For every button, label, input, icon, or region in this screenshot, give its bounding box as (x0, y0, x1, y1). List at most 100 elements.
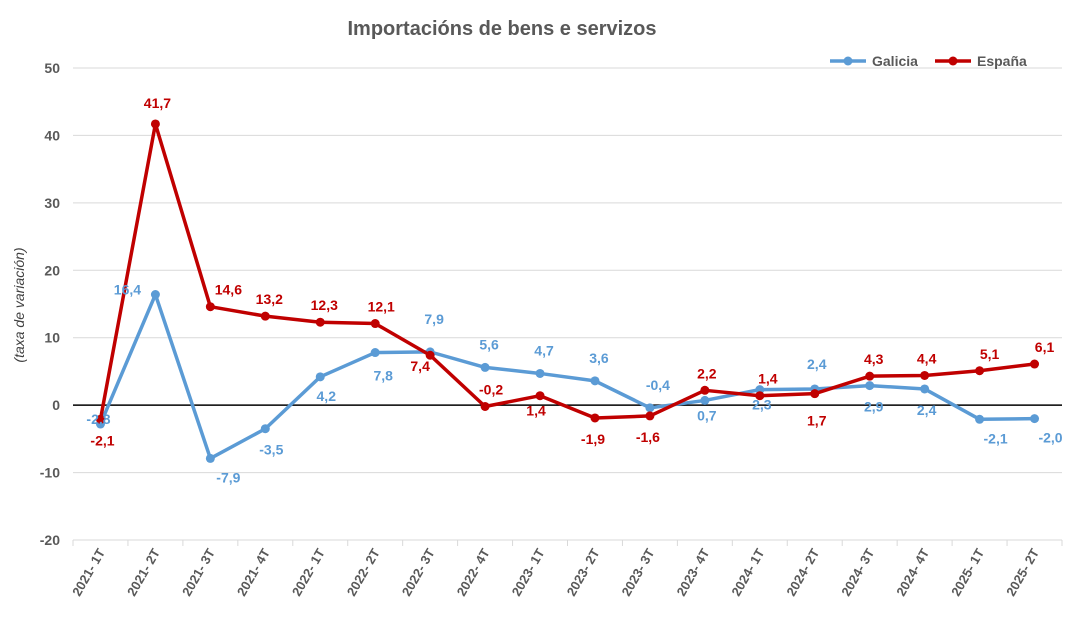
y-tick-label: 40 (44, 127, 60, 143)
data-label-galicia: -2,8 (86, 411, 110, 427)
data-point-espana (590, 413, 600, 423)
data-label-espana: 1,4 (526, 403, 546, 419)
data-point-espana (1030, 359, 1040, 369)
y-axis-label: (taxa de variación) (11, 247, 27, 362)
data-label-espana: -2,1 (90, 432, 114, 448)
chart-title: Importacións de bens e servizos (348, 18, 657, 40)
grid (73, 67, 1062, 541)
data-point-galicia (920, 384, 930, 394)
data-point-galicia (205, 453, 215, 463)
series-line-galicia (98, 292, 1035, 461)
legend-marker-galicia (843, 56, 853, 66)
x-tick-label: 2021- 4T (234, 546, 273, 599)
data-point-galicia (645, 403, 655, 413)
data-label-galicia: 7,8 (373, 368, 393, 384)
data-point-espana (755, 391, 765, 401)
data-label-galicia: 5,6 (479, 336, 499, 352)
x-tick-label: 2024- 3T (838, 546, 877, 599)
data-point-galicia (370, 348, 380, 358)
data-point-espana (645, 411, 655, 421)
y-tick-label: 50 (44, 60, 60, 76)
x-tick-label: 2022- 2T (344, 546, 383, 599)
data-point-galicia (315, 372, 325, 382)
data-label-espana: -1,6 (636, 429, 660, 445)
data-label-espana: 7,4 (410, 358, 430, 374)
data-label-galicia: 16,4 (114, 282, 141, 298)
x-tick-label: 2023- 1T (509, 546, 548, 599)
axes: -20 -10 0 10 20 30 40 50 2021- 1T 2021- 2T 2021- 3… (40, 60, 1063, 599)
data-labels: -2,8 16,4 -7,9 -3,5 4,2 7,8 7,9 5,6 4,7 3,6 -0,4 0,… (86, 95, 1062, 485)
data-point-espana (920, 370, 930, 380)
data-point-galicia (975, 414, 985, 424)
data-label-galicia: 0,7 (697, 407, 717, 423)
data-label-galicia: 4,2 (317, 388, 337, 404)
x-tick-label: 2023- 3T (619, 546, 658, 599)
data-label-galicia: -2,0 (1038, 430, 1062, 446)
x-tick-label: 2021- 1T (69, 546, 108, 599)
data-point-espana (810, 389, 820, 399)
data-point-espana (315, 317, 325, 327)
x-tick-label: 2025- 1T (948, 546, 987, 599)
data-point-espana (370, 319, 380, 329)
data-point-galicia (260, 424, 270, 434)
y-tick-label: 30 (44, 195, 60, 211)
data-label-galicia: 2,4 (807, 356, 827, 372)
data-point-galicia (700, 395, 710, 405)
x-tick-label: 2023- 4T (673, 546, 712, 599)
data-point-galicia (480, 362, 490, 372)
data-label-espana: 1,7 (807, 413, 827, 429)
data-label-galicia: 4,7 (534, 342, 554, 358)
y-tick-label: 20 (44, 262, 60, 278)
x-tick-label: 2024- 4T (893, 546, 932, 599)
data-label-galicia: -3,5 (259, 442, 283, 458)
x-tick-label: 2022- 3T (399, 546, 438, 599)
x-tick-label: 2021- 3T (179, 546, 218, 599)
data-label-espana: 14,6 (215, 282, 242, 298)
legend-label-galicia: Galicia (872, 53, 918, 69)
legend: Galicia España (830, 53, 1027, 69)
data-point-galicia (590, 376, 600, 386)
data-point-galicia (865, 381, 875, 391)
y-tick-label: 0 (52, 397, 60, 413)
y-tick-label: 10 (44, 330, 60, 346)
data-label-espana: 1,4 (758, 371, 778, 387)
data-point-espana (975, 366, 985, 376)
data-label-espana: 2,2 (697, 365, 717, 381)
data-point-espana (95, 414, 105, 424)
series (95, 119, 1040, 463)
data-label-espana: 4,4 (917, 350, 937, 366)
data-point-espana (700, 385, 710, 395)
data-point-espana (205, 302, 215, 312)
series-line-espana (98, 122, 1035, 420)
data-point-espana (260, 311, 270, 321)
legend-label-espana: España (977, 53, 1027, 69)
data-label-espana: 13,2 (256, 291, 283, 307)
x-tick-label: 2022- 1T (289, 546, 328, 599)
x-tick-label: 2021- 2T (124, 546, 163, 599)
data-label-galicia: -7,9 (216, 469, 240, 485)
data-point-espana (865, 371, 875, 381)
data-label-galicia: -0,4 (646, 377, 670, 393)
data-label-galicia: 2,9 (864, 399, 884, 415)
data-label-galicia: 2,4 (917, 402, 937, 418)
data-point-galicia (150, 290, 160, 300)
data-point-galicia (1030, 414, 1040, 424)
data-label-espana: 4,3 (864, 351, 884, 367)
x-tick-label: 2023- 2T (564, 546, 603, 599)
data-point-espana (480, 401, 490, 411)
x-tick-label: 2024- 2T (783, 546, 822, 599)
data-point-galicia (535, 368, 545, 378)
data-label-galicia: 7,9 (424, 311, 444, 327)
x-tick-label: 2025- 2T (1003, 546, 1042, 599)
data-label-espana: 12,1 (368, 299, 395, 315)
data-point-espana (535, 391, 545, 401)
data-label-espana: 5,1 (980, 346, 1000, 362)
x-tick-label: 2022- 4T (454, 546, 493, 599)
data-label-galicia: -2,1 (984, 430, 1008, 446)
y-tick-label: -10 (40, 465, 60, 481)
y-tick-label: -20 (40, 532, 60, 548)
data-point-espana (150, 119, 160, 129)
data-label-espana: -1,9 (581, 431, 605, 447)
